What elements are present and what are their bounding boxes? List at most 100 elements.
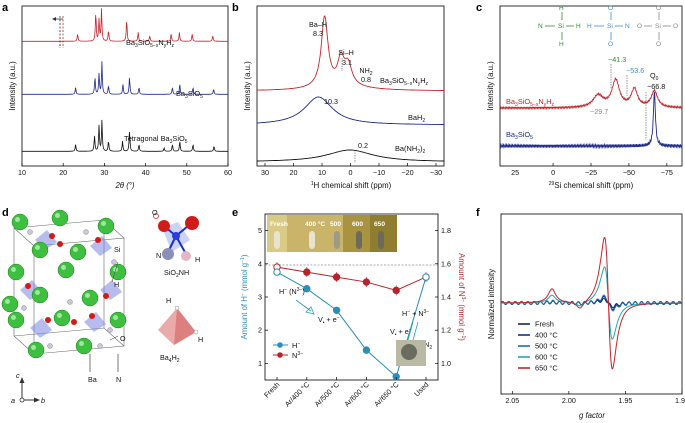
atom-si2: Si: [607, 23, 613, 30]
panel-b-ylabel: Intensity (a.u.): [243, 61, 252, 111]
o-atom: [89, 313, 95, 319]
panel-a-x-tick-label: 30: [100, 168, 108, 177]
label-o: O: [120, 334, 126, 343]
panel-b: b 30 20 10 0 −10 −20 −30 Ba–H 8.3 Si–H 3.1 NH2…: [232, 2, 445, 190]
o-atom: [57, 241, 63, 247]
ann-103: 10.3: [324, 97, 338, 106]
panel-e-label: e: [232, 207, 238, 219]
ba4h2-label-h1: H: [166, 296, 171, 305]
axes-triad: c a b: [11, 371, 45, 405]
photo-labels: Fresh 400 °C 500 600 650: [270, 220, 385, 249]
ba-atom-highlight: [31, 345, 36, 350]
ba-atom: [7, 311, 25, 329]
trace-label-a-black: Tetragonal Ba3SiO5: [124, 134, 188, 145]
panel-b-x-tick-label: −30: [430, 168, 442, 177]
n-h-atom: [111, 259, 117, 265]
panel-d-label: d: [2, 207, 9, 219]
ann-hn: H− (N3−): [279, 287, 305, 296]
panel-b-frame: [256, 5, 445, 167]
ann-02: 0.2: [358, 141, 368, 150]
panel-f-ticks: 2.05 2.00 1.95 1.90: [505, 391, 685, 405]
e-right-tick-label: 1.4: [441, 293, 451, 302]
e-x-tick-label: Ar/650 °C: [372, 380, 400, 408]
panel-b-xlabel: 1H chemical shift (ppm): [311, 181, 392, 190]
panel-a-xlabel: 2θ (°): [114, 181, 134, 190]
n-h-atom: [27, 229, 33, 235]
ann-hn2: H− + N3−: [402, 309, 429, 318]
panel-a-label: a: [2, 2, 9, 14]
ba-atom-highlight: [79, 341, 84, 346]
sio-tetrahedron: [90, 236, 112, 256]
ba-atom: [1, 295, 19, 313]
n-h-atom: [97, 343, 103, 349]
o-atom: [49, 233, 55, 239]
atom-o-right: O: [673, 23, 678, 30]
panel-a-x-tick-label: 50: [183, 168, 191, 177]
f-legend-label: 600 °C: [535, 353, 558, 362]
o-atom: [45, 317, 51, 323]
inset-label-ba4h2: Ba4H2: [160, 353, 180, 364]
n-h-atom: [47, 343, 53, 349]
unit-cell: [13, 219, 125, 355]
panel-a-ticks: 10 20 30 40 50 60: [18, 163, 232, 177]
label-si: Si: [114, 245, 121, 254]
atom-si: Si: [558, 23, 564, 30]
nmr1h-trace-0: [257, 15, 444, 91]
ba-atom: [75, 337, 93, 355]
shift-arrow-head: [52, 17, 56, 21]
crystal-structure: [1, 209, 127, 372]
panel-e: e Fresh 400 °C 500 600 650 1 2 3 4 5 1.0 1.2 1.4 1.6…: [232, 207, 466, 409]
sample-tube: [378, 231, 384, 249]
o-atom: [95, 237, 101, 243]
e-right-tick-label: 1.0: [441, 359, 451, 368]
label-n: N: [116, 375, 121, 384]
trace-label-b-blue: BaH2: [408, 113, 425, 124]
o-atom: [25, 283, 31, 289]
panel-f-legend: Fresh 400 °C 500 °C 600 °C 650 °C: [518, 320, 558, 373]
panel-b-x-tick-label: −10: [373, 168, 385, 177]
photo-label: 650: [374, 221, 385, 228]
sample-tube: [356, 231, 362, 249]
panel-b-label: b: [232, 2, 239, 14]
e-left-tick-label: 2: [258, 326, 262, 335]
h-point: [303, 285, 311, 293]
panel-c-traces: [499, 76, 683, 150]
atom-n: N: [538, 23, 543, 30]
ann-668: −66.8: [647, 82, 665, 91]
photo-label: Fresh: [270, 221, 288, 228]
ba-atom-highlight: [5, 299, 10, 304]
label-arrow-o: [109, 335, 119, 341]
panel-f-ylabel: Normalized intensity: [487, 269, 496, 339]
panel-c-x-tick-label: −75: [661, 168, 673, 177]
f-legend-label: 650 °C: [535, 364, 558, 373]
axis-b-label: b: [41, 396, 45, 405]
inset-label-o: O: [152, 208, 158, 217]
f-legend-label: 500 °C: [535, 342, 558, 351]
e-left-tick-label: 1: [258, 359, 262, 368]
panel-c-ticks: 0 −25 −50 −75 25: [511, 163, 673, 177]
axis-a-label: a: [11, 396, 15, 405]
sample-tube: [334, 231, 340, 249]
ba-atom: [53, 309, 71, 327]
arrow-down: [305, 306, 315, 315]
trace-label-c-red: Ba3SiO5−xNyHz: [506, 97, 555, 108]
epr-trace-4: [501, 236, 682, 370]
panel-c-label: c: [476, 2, 482, 14]
ba-atom-highlight: [61, 265, 66, 270]
ann-bah-val: 8.3: [313, 29, 323, 38]
panel-e-legend: H− N3−: [273, 341, 303, 360]
e-right-tick-label: 1.2: [441, 326, 451, 335]
inset-label-h: H: [195, 255, 200, 264]
panel-a-traces: [22, 8, 228, 152]
h-point: [362, 346, 371, 354]
ann-297: −29.7: [590, 107, 608, 116]
panel-a: a 10 20 30 40 50 60 Ba3SiO5−xNyHz Ba3SiO5 Tet…: [2, 2, 232, 190]
sample-tube: [274, 231, 280, 249]
panel-b-traces: [256, 15, 444, 162]
n3-point: [392, 286, 400, 295]
ann-sih: Si–H: [338, 48, 354, 57]
label-ba: Ba: [88, 375, 97, 384]
e-x-tick-label: Fresh: [262, 380, 281, 399]
e-x-tick-label: Ar/400 °C: [283, 380, 311, 408]
ba-atom-highlight: [57, 313, 62, 318]
